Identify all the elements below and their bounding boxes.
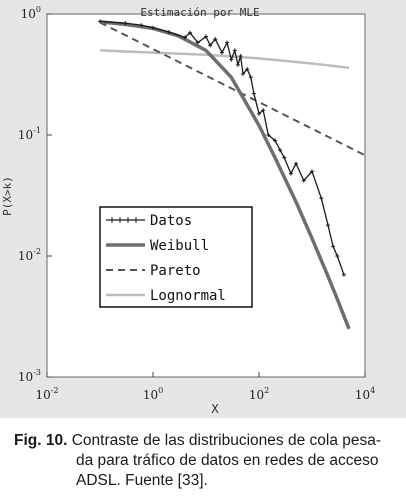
data-point [195,40,200,45]
legend-label-lognormal: Lognormal [150,288,226,304]
data-point [238,53,243,58]
chart: Estimación por MLE X P(X>k) 10-2 100 102 10… [1,5,375,416]
data-point [245,67,250,72]
data-point [213,37,218,42]
y-tick-label: 100 [21,5,41,21]
data-point [151,25,155,30]
data-point [278,148,283,153]
figure-caption: Fig. 10. Contraste de las distribuciones… [14,431,400,491]
data-point [257,111,261,116]
y-axis-label: P(X>k) [1,176,14,216]
series-layer [98,19,366,330]
caption-line-2: da para tráfico de datos en redes de acc… [76,452,379,469]
data-point [235,62,240,67]
data-point [319,196,324,201]
x-tick-label: 102 [249,386,269,402]
plot-area [46,13,366,378]
data-point [310,169,314,174]
caption-line-1: Contraste de las distribuciones de cola … [71,432,382,449]
data-point [301,178,306,183]
legend-label-weibull: Weibull [150,238,209,254]
caption-line-3: ADSL. Fuente [33]. [76,472,208,489]
x-axis-label: X [211,402,219,416]
series-line-datos [99,20,345,275]
figure-panel: Estimación por MLE X P(X>k) 10-2 100 102 10… [0,0,406,418]
axis-ticks: 10-2 100 102 104 100 10-1 10-2 10-3 [18,5,375,402]
data-point [331,244,336,249]
data-point [248,75,253,80]
data-point [139,23,144,28]
y-tick-label: 10-1 [18,126,41,142]
data-point [225,40,230,45]
data-point [204,34,208,39]
data-point [325,223,330,228]
data-point [294,161,299,166]
data-point [266,133,271,137]
legend: Datos Weibull Pareto Lognormal [99,206,253,308]
data-point [166,29,171,34]
data-point [98,19,102,24]
data-point [188,30,193,35]
data-point [229,57,234,62]
data-point [182,35,187,40]
series-line-pareto [99,21,366,157]
x-tick-label: 100 [143,386,163,402]
y-tick-label: 10-2 [18,247,41,263]
data-point [251,91,256,96]
legend-box [99,206,253,308]
data-point [123,21,128,26]
data-point [261,108,266,113]
data-point [335,254,340,258]
data-point [208,43,213,48]
caption-label: Fig. 10. [14,432,68,449]
data-point [282,155,287,160]
data-point [232,48,237,53]
legend-label-datos: Datos [150,213,192,229]
data-point [241,71,246,76]
data-point [272,138,277,143]
data-point [219,50,224,55]
y-tick-label: 10-3 [18,368,41,384]
legend-label-pareto: Pareto [150,263,201,279]
chart-title: Estimación por MLE [140,6,259,19]
data-point [288,171,293,176]
x-tick-label: 104 [355,386,375,402]
data-point [341,272,346,277]
x-tick-label: 10-2 [35,386,58,402]
